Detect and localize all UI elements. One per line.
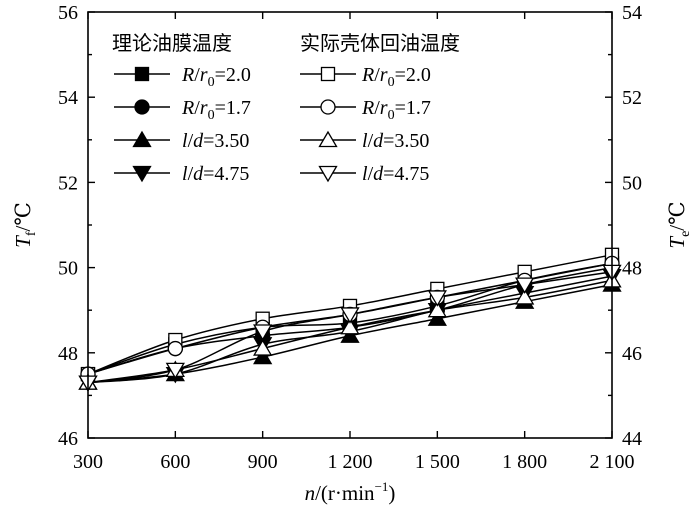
data-point — [515, 277, 535, 294]
x-tick-label: 600 — [160, 451, 190, 473]
tick-labels: 300 600 900 1 200 1 500 1 800 2 100 46 48 50 52 54 5… — [58, 2, 642, 473]
legend-title-theoretical: 理论油膜温度 — [112, 31, 232, 55]
legend-label: l/d=3.50 — [362, 130, 429, 152]
legend-marker — [320, 66, 336, 82]
left-y-tick-label: 54 — [58, 87, 78, 109]
left-y-tick-label: 52 — [58, 172, 78, 194]
x-tick-label: 2 100 — [590, 451, 635, 473]
right-y-axis-unit: /℃ — [665, 201, 689, 230]
x-axis-unit-close: ) — [388, 481, 395, 505]
left-y-axis-var: T — [11, 235, 35, 248]
x-tick-label: 900 — [248, 451, 278, 473]
data-point — [253, 324, 273, 341]
data-point — [340, 307, 360, 324]
legend-marker — [318, 130, 338, 148]
x-tick-label: 1 500 — [415, 451, 460, 473]
x-tick-label: 1 200 — [328, 451, 373, 473]
data-point — [253, 347, 273, 365]
left-y-tick-label: 50 — [58, 258, 78, 280]
legend-title-measured: 实际壳体回油温度 — [300, 31, 460, 55]
legend-label: R/r0=2.0 — [181, 64, 251, 90]
right-y-tick-label: 54 — [622, 2, 642, 24]
data-point — [515, 288, 535, 305]
x-tick-label: 1 800 — [502, 451, 547, 473]
x-axis-unit: /(r·min — [315, 481, 375, 505]
legend-label: R/r0=1.7 — [361, 97, 431, 123]
left-y-axis-unit: /℃ — [11, 202, 35, 231]
legend-marker — [320, 99, 336, 115]
data-point — [165, 362, 185, 380]
plot-frame — [87, 11, 613, 439]
legend-marker — [132, 165, 152, 183]
left-y-axis-label: Tf/℃ — [11, 202, 39, 248]
x-axis-unit-exponent: −1 — [375, 479, 389, 494]
left-y-tick-label: 46 — [58, 428, 78, 450]
legend-marker — [132, 130, 152, 148]
legend-label: l/d=4.75 — [362, 163, 429, 185]
left-y-tick-label: 56 — [58, 2, 78, 24]
legend-marker — [134, 99, 150, 115]
left-y-axis-sub: f — [24, 231, 39, 236]
right-y-tick-label: 46 — [622, 343, 642, 365]
data-point — [253, 339, 273, 356]
x-tick-label: 300 — [73, 451, 103, 473]
data-point — [167, 340, 183, 357]
legend-marker — [134, 66, 150, 82]
right-y-axis-label: Te/℃ — [665, 201, 693, 248]
data-point — [427, 290, 447, 307]
legend-label: R/r0=2.0 — [361, 64, 431, 90]
axis-ticks — [87, 11, 613, 439]
data-point — [427, 300, 447, 318]
legend-label: l/d=3.50 — [182, 130, 249, 152]
right-y-tick-label: 48 — [622, 258, 642, 280]
right-y-axis-sub: e — [678, 231, 693, 237]
legend-label: l/d=4.75 — [182, 163, 249, 185]
left-y-tick-label: 48 — [58, 343, 78, 365]
right-y-axis-var: T — [665, 236, 689, 249]
legend: 理论油膜温度 实际壳体回油温度 R/r0=2.0 R/r0=2.0 R/r0=1.7… — [112, 31, 460, 185]
right-y-tick-label: 52 — [622, 87, 642, 109]
legend-label: R/r0=1.7 — [181, 97, 251, 123]
legend-marker — [318, 165, 338, 183]
right-y-tick-label: 44 — [622, 428, 642, 450]
right-y-tick-label: 50 — [622, 172, 642, 194]
data-point — [340, 317, 360, 335]
x-axis-label: n/(r·min−1) — [305, 479, 396, 505]
x-axis-var: n — [305, 481, 316, 505]
